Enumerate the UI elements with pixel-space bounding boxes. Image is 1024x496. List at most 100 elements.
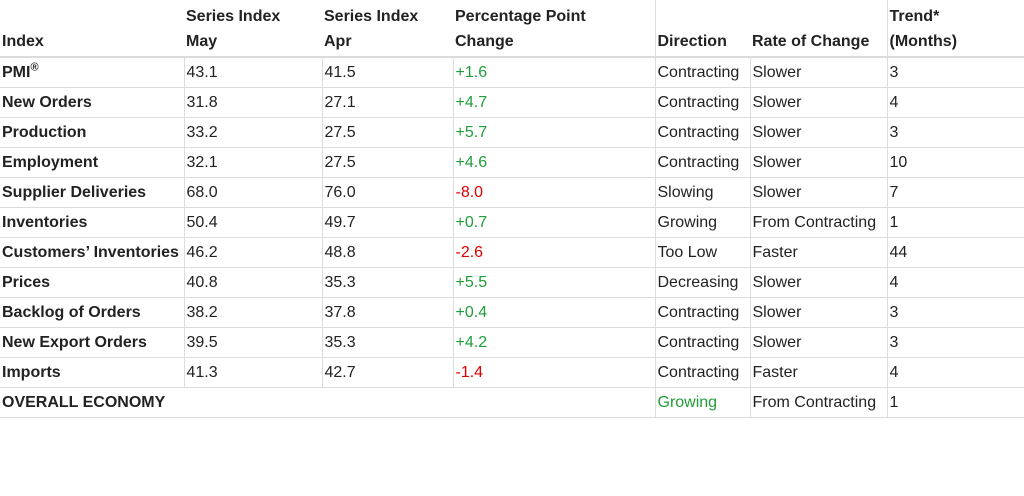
percentage-point-change: +4.2 <box>452 327 655 358</box>
header-series-may: Series Index May <box>184 0 322 58</box>
rate-of-change: Faster <box>749 237 887 268</box>
overall-trend: 1 <box>886 387 1024 418</box>
series-index-apr: 27.5 <box>321 117 453 148</box>
table-row: New Orders 31.8 27.1 +4.7 Contracting Slower 4 <box>0 87 1024 118</box>
direction: Contracting <box>654 57 750 88</box>
table-row: PMI® 43.1 41.5 +1.6 Contracting Slower 3 <box>0 57 1024 88</box>
header-series-apr: Series Index Apr <box>322 0 453 58</box>
overall-economy-label: OVERALL ECONOMY <box>0 387 655 418</box>
series-index-may: 31.8 <box>183 87 322 118</box>
direction: Contracting <box>654 147 750 178</box>
series-index-apr: 27.1 <box>321 87 453 118</box>
series-index-may: 32.1 <box>183 147 322 178</box>
row-index-name: Employment <box>0 147 184 178</box>
index-label: Backlog of Orders <box>2 304 141 321</box>
index-label: Supplier Deliveries <box>2 184 147 201</box>
row-index-name: PMI® <box>0 57 184 88</box>
trend-months: 1 <box>886 207 1024 238</box>
rate-of-change: From Contracting <box>749 207 887 238</box>
index-label: Prices <box>2 274 51 291</box>
rate-of-change: Slower <box>749 327 887 358</box>
rate-of-change: Slower <box>749 297 887 328</box>
rate-of-change: Slower <box>749 177 887 208</box>
index-label: New Export Orders <box>2 334 147 351</box>
row-index-name: Prices <box>0 267 184 298</box>
series-index-may: 68.0 <box>183 177 322 208</box>
series-index-may: 40.8 <box>183 267 322 298</box>
trend-months: 4 <box>886 267 1024 298</box>
index-label: New Orders <box>2 94 92 111</box>
percentage-point-change: +4.6 <box>452 147 655 178</box>
table-row: Production 33.2 27.5 +5.7 Contracting Slower 3 <box>0 117 1024 148</box>
series-index-may: 46.2 <box>183 237 322 268</box>
header-row: Index Series Index May Series Index Apr Pe… <box>0 0 1024 58</box>
row-index-name: Imports <box>0 357 184 388</box>
series-index-may: 41.3 <box>183 357 322 388</box>
row-index-name: Production <box>0 117 184 148</box>
direction: Growing <box>654 207 750 238</box>
table-row: Backlog of Orders 38.2 37.8 +0.4 Contracting… <box>0 297 1024 328</box>
table-row: New Export Orders 39.5 35.3 +4.2 Contracting… <box>0 327 1024 358</box>
registered-mark: ® <box>30 61 39 74</box>
rate-of-change: Slower <box>749 267 887 298</box>
index-label: Customers’ Inventories <box>2 244 179 261</box>
trend-months: 3 <box>886 57 1024 88</box>
series-index-may: 38.2 <box>183 297 322 328</box>
direction: Contracting <box>654 327 750 358</box>
pmi-summary-table: Index Series Index May Series Index Apr Pe… <box>0 0 1024 418</box>
series-index-apr: 35.3 <box>321 327 453 358</box>
direction: Too Low <box>654 237 750 268</box>
header-direction: Direction <box>654 0 750 58</box>
series-index-may: 39.5 <box>183 327 322 358</box>
header-index: Index <box>0 0 184 58</box>
row-index-name: Customers’ Inventories <box>0 237 184 268</box>
percentage-point-change: -8.0 <box>452 177 655 208</box>
trend-months: 4 <box>886 357 1024 388</box>
direction: Slowing <box>654 177 750 208</box>
series-index-may: 33.2 <box>183 117 322 148</box>
table-row: Supplier Deliveries 68.0 76.0 -8.0 Slowing Sl… <box>0 177 1024 208</box>
row-index-name: New Export Orders <box>0 327 184 358</box>
series-index-apr: 49.7 <box>321 207 453 238</box>
series-index-apr: 48.8 <box>321 237 453 268</box>
table-row: Employment 32.1 27.5 +4.6 Contracting Slower 1… <box>0 147 1024 178</box>
index-label: PMI <box>2 64 31 81</box>
series-index-may: 43.1 <box>183 57 322 88</box>
index-label: Imports <box>2 364 61 381</box>
series-index-apr: 42.7 <box>321 357 453 388</box>
trend-months: 3 <box>886 117 1024 148</box>
rate-of-change: Slower <box>749 117 887 148</box>
header-rate: Rate of Change <box>750 0 887 58</box>
rate-of-change: Slower <box>749 57 887 88</box>
percentage-point-change: +4.7 <box>452 87 655 118</box>
percentage-point-change: -2.6 <box>452 237 655 268</box>
row-index-name: Inventories <box>0 207 184 238</box>
overall-economy-row: OVERALL ECONOMY Growing From Contracting 1 <box>0 387 1024 418</box>
overall-rate-of-change: From Contracting <box>749 387 887 418</box>
percentage-point-change: +0.7 <box>452 207 655 238</box>
percentage-point-change: +0.4 <box>452 297 655 328</box>
row-index-name: Backlog of Orders <box>0 297 184 328</box>
direction: Contracting <box>654 117 750 148</box>
rate-of-change: Faster <box>749 357 887 388</box>
series-index-apr: 35.3 <box>321 267 453 298</box>
table-body: PMI® 43.1 41.5 +1.6 Contracting Slower 3 New Or… <box>0 57 1024 418</box>
table-row: Customers’ Inventories 46.2 48.8 -2.6 Too Lo… <box>0 237 1024 268</box>
series-index-apr: 41.5 <box>321 57 453 88</box>
trend-months: 44 <box>886 237 1024 268</box>
series-index-apr: 37.8 <box>321 297 453 328</box>
direction: Decreasing <box>654 267 750 298</box>
direction: Contracting <box>654 297 750 328</box>
index-label: Employment <box>2 154 99 171</box>
table-row: Prices 40.8 35.3 +5.5 Decreasing Slower 4 <box>0 267 1024 298</box>
header-trend: Trend* (Months) <box>886 0 1024 58</box>
row-index-name: Supplier Deliveries <box>0 177 184 208</box>
direction: Contracting <box>654 87 750 118</box>
trend-months: 3 <box>886 297 1024 328</box>
rate-of-change: Slower <box>749 87 887 118</box>
rate-of-change: Slower <box>749 147 887 178</box>
row-index-name: New Orders <box>0 87 184 118</box>
overall-direction: Growing <box>654 387 750 418</box>
percentage-point-change: -1.4 <box>452 357 655 388</box>
header-change: Percentage Point Change <box>453 0 655 58</box>
